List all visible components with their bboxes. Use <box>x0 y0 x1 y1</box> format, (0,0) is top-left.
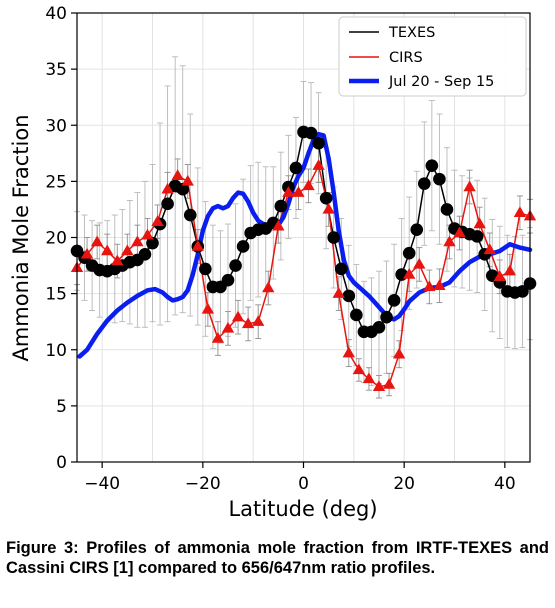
cirs-point <box>483 243 496 255</box>
cirs-point <box>241 317 255 329</box>
y-tick-label: 30 <box>45 116 67 136</box>
cirs-point <box>201 302 215 314</box>
y-tick-label: 40 <box>45 4 67 24</box>
x-axis-label: Latitude (deg) <box>228 497 377 521</box>
cirs-point <box>453 226 466 238</box>
cirs-point <box>272 219 285 231</box>
cirs-point <box>211 332 225 343</box>
cirs-point <box>181 174 194 186</box>
cirs-point <box>292 186 305 197</box>
legend-label-ratio: Jul 20 - Sep 15 <box>388 74 494 90</box>
texes-point <box>183 208 197 222</box>
texes-point <box>425 159 439 172</box>
texes-point <box>418 177 431 190</box>
x-tick-label: 40 <box>494 474 516 494</box>
cirs-point <box>262 281 275 293</box>
cirs-point <box>252 315 265 326</box>
texes-point <box>289 161 303 175</box>
y-tick-label: 5 <box>56 397 67 417</box>
cirs-point <box>443 235 456 247</box>
texes-point <box>387 294 401 307</box>
cirs-point <box>352 363 366 375</box>
cirs-point <box>161 182 174 194</box>
cirs-point <box>151 215 164 227</box>
texes-point <box>274 199 288 213</box>
cirs-point <box>382 378 396 389</box>
legend-box <box>338 16 527 97</box>
legend-label-cirs: CIRS <box>389 50 423 66</box>
legend-label-texes: TEXES <box>388 25 435 41</box>
cirs-point <box>332 287 345 298</box>
texes-point <box>327 231 341 244</box>
cirs-point <box>221 321 235 333</box>
cirs-point <box>131 235 144 247</box>
cirs-point <box>141 228 154 240</box>
legend: TEXES CIRS Jul 20 - Sep 15 <box>338 16 527 97</box>
texes-point <box>470 230 484 243</box>
y-axis-label: Ammonia Mole Fraction <box>9 114 33 361</box>
x-tick-label: −40 <box>84 474 120 494</box>
cirs-point <box>362 372 376 384</box>
cirs-point <box>513 206 527 218</box>
y-tick-label: 25 <box>45 172 67 192</box>
texes-point <box>433 172 446 186</box>
cirs-point <box>423 280 436 292</box>
axis-ticks: −40 −20 0 20 40 0 5 10 15 20 25 30 35 40 <box>45 4 515 494</box>
texes-point <box>402 246 416 260</box>
texes-point <box>199 262 212 276</box>
x-tick-label: −20 <box>185 474 221 494</box>
cirs-point <box>413 257 426 269</box>
cirs-point <box>90 235 104 247</box>
cirs-point <box>302 179 315 191</box>
cirs-point <box>80 247 94 259</box>
texes-point <box>176 182 189 196</box>
cirs-point <box>403 268 416 279</box>
cirs-point <box>392 347 406 359</box>
texes-point <box>440 203 454 216</box>
cirs-point <box>372 380 386 392</box>
texes-point <box>350 308 363 322</box>
cirs-point <box>433 279 446 290</box>
y-tick-label: 35 <box>45 60 67 80</box>
texes-point <box>312 136 325 150</box>
y-tick-label: 20 <box>45 229 67 249</box>
figure-caption: Figure 3: Profiles of ammonia mole fract… <box>6 539 549 577</box>
cirs-point <box>111 254 124 266</box>
series-markers <box>70 125 537 392</box>
cirs-point <box>503 264 517 276</box>
texes-point <box>138 248 152 261</box>
chart: −40 −20 0 20 40 0 5 10 15 20 25 30 35 40 Latitude (de… <box>9 4 537 521</box>
texes-point <box>304 126 318 140</box>
texes-point <box>236 240 250 253</box>
cirs-point <box>473 217 486 229</box>
texes-point <box>334 262 348 276</box>
y-tick-label: 0 <box>56 453 67 473</box>
texes-point <box>319 191 333 205</box>
texes-point <box>410 223 424 236</box>
y-tick-label: 10 <box>45 341 67 361</box>
texes-point <box>372 321 386 334</box>
cirs-point <box>121 244 134 256</box>
texes-point <box>221 273 235 287</box>
y-tick-label: 15 <box>45 285 67 305</box>
x-tick-label: 0 <box>298 474 309 494</box>
cirs-point <box>322 202 335 214</box>
texes-point <box>229 259 242 272</box>
cirs-point <box>463 180 476 192</box>
texes-point <box>146 236 159 250</box>
cirs-point <box>312 159 325 170</box>
cirs-point <box>231 310 245 322</box>
cirs-point <box>282 186 295 197</box>
texes-point <box>380 310 393 324</box>
cirs-point <box>342 346 355 358</box>
cirs-point <box>171 169 184 180</box>
cirs-point <box>101 244 114 256</box>
texes-point <box>342 289 356 303</box>
cirs-point <box>191 239 204 251</box>
x-tick-label: 20 <box>393 474 415 494</box>
texes-point <box>516 285 529 298</box>
texes-point <box>161 197 174 211</box>
cirs-point <box>493 270 506 282</box>
